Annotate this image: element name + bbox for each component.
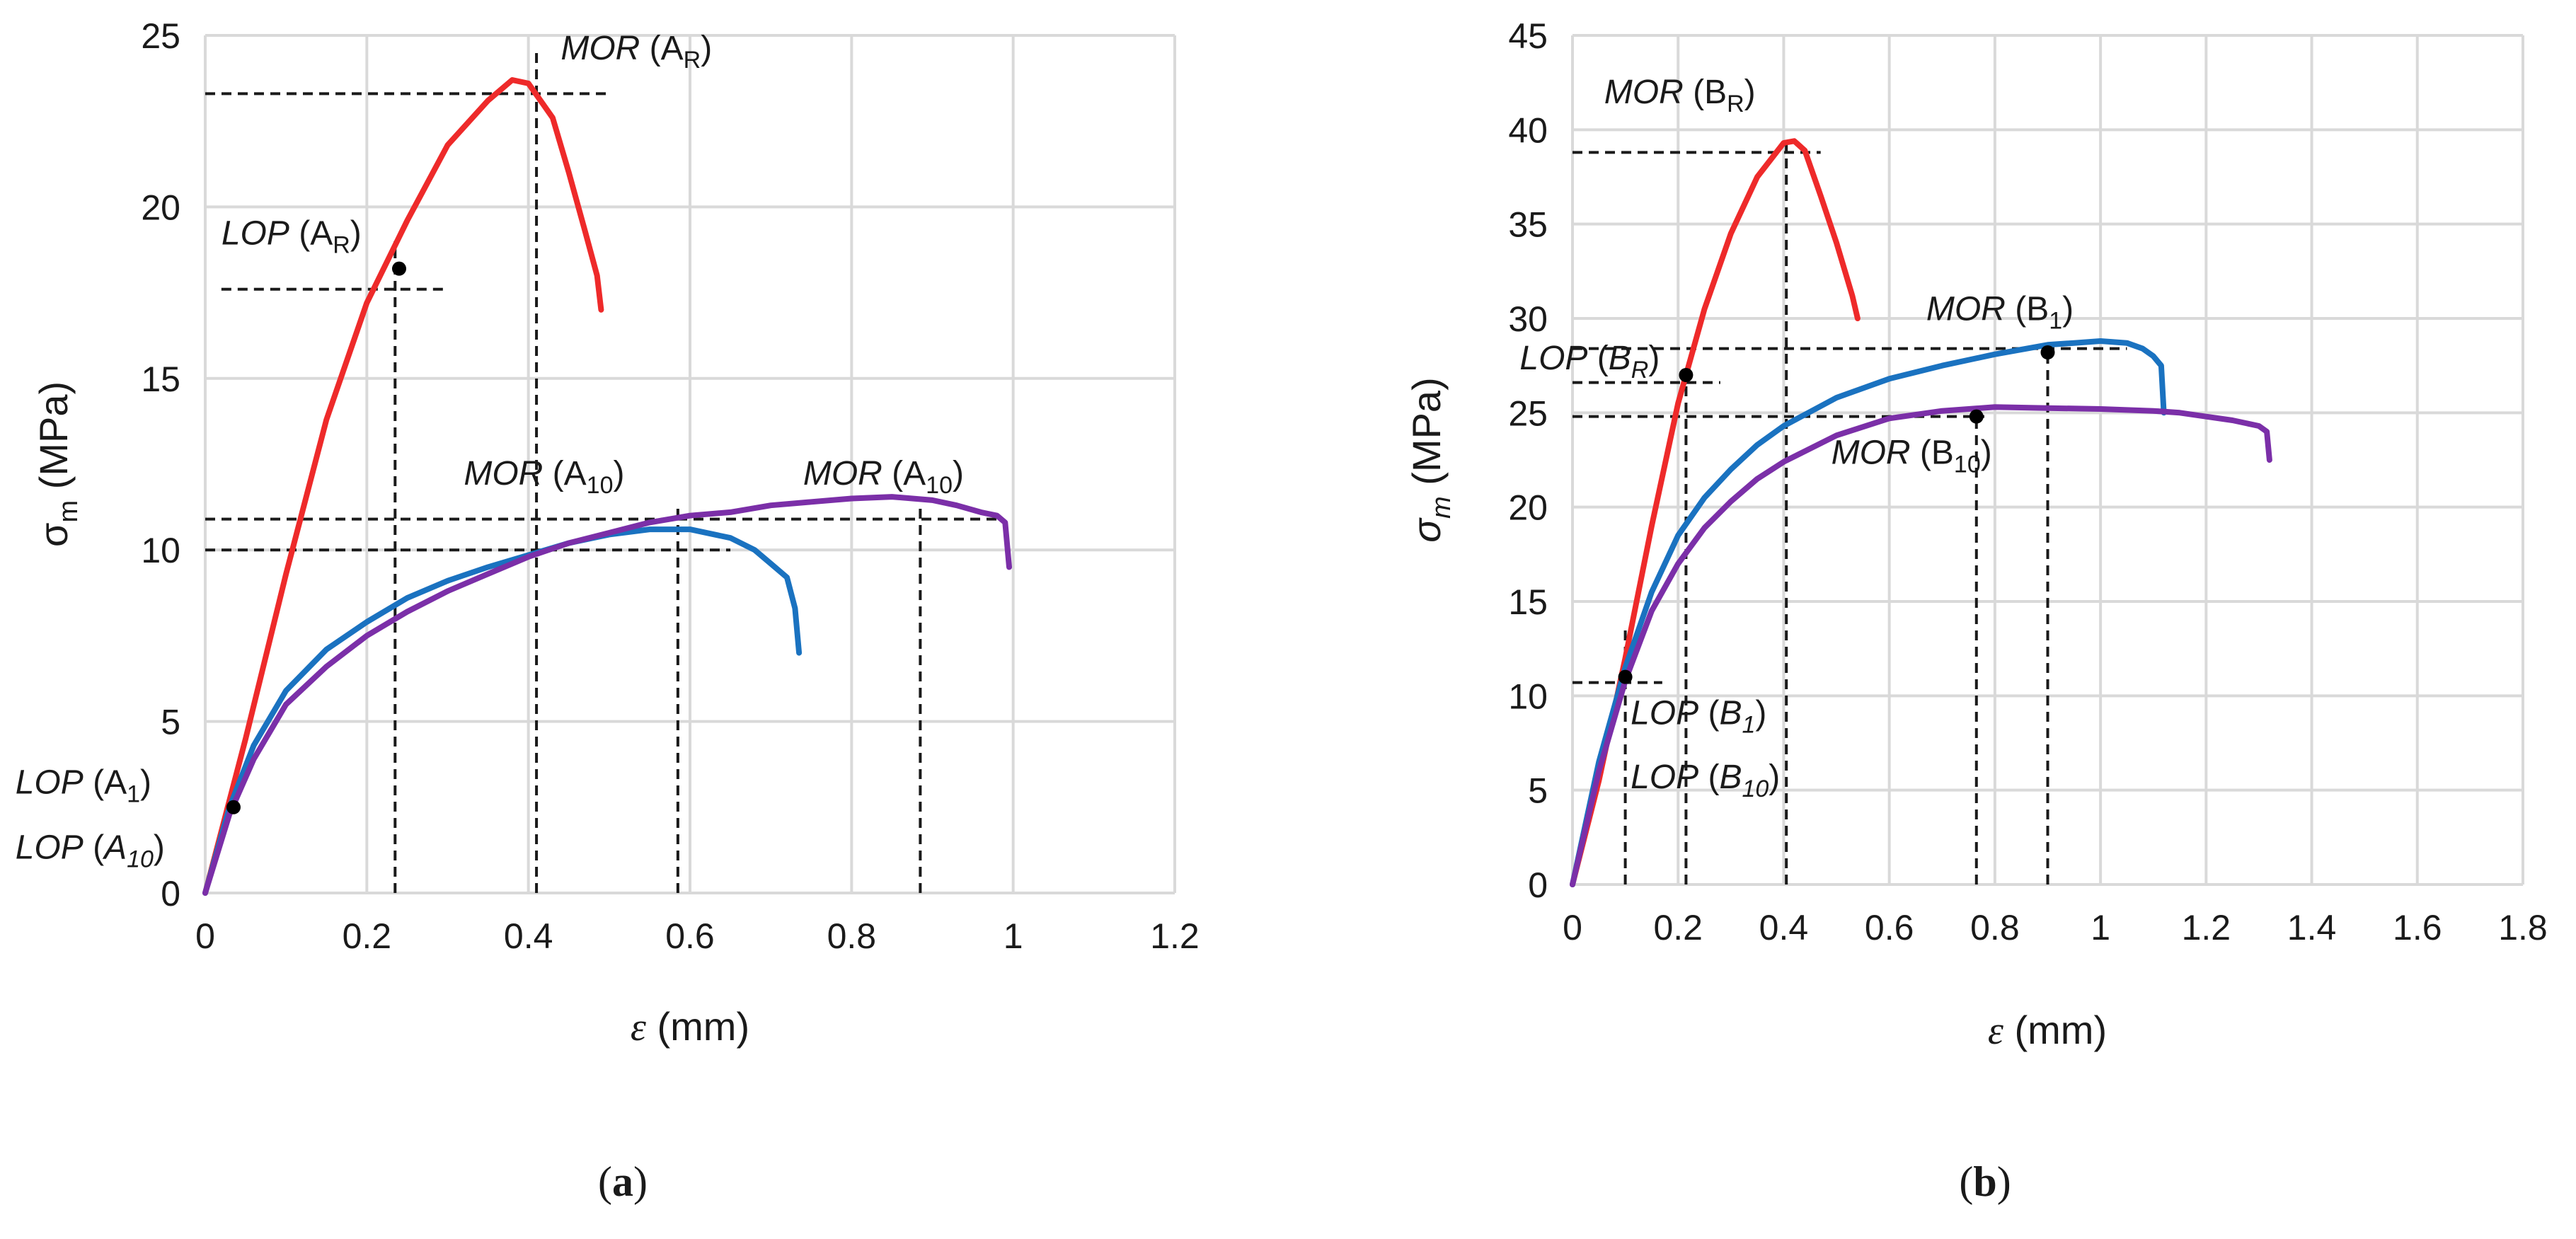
panel-caption: (a)	[598, 1158, 648, 1205]
panel-caption: (b)	[1959, 1158, 2011, 1205]
annotation-label: MOR (A10)	[803, 455, 964, 499]
y-tick-label: 10	[141, 531, 180, 570]
x-tick-label: 0	[195, 916, 215, 956]
y-tick-label: 45	[1508, 16, 1548, 56]
annotation-label: MOR (B1)	[1926, 291, 2074, 335]
series-line-B1	[1570, 338, 2167, 887]
x-tick-label: 1.6	[2393, 908, 2442, 947]
annotation-label: LOP (B1)	[1631, 694, 1766, 738]
y-tick-label: 20	[1508, 488, 1548, 528]
point-marker	[2040, 345, 2055, 359]
x-tick-label: 0	[1563, 908, 1582, 947]
x-tick-label: 0.8	[1970, 908, 2020, 947]
x-tick-label: 0.2	[343, 916, 392, 956]
x-tick-label: 1.8	[2498, 908, 2548, 947]
x-tick-label: 1	[2091, 908, 2110, 947]
x-tick-label: 0.4	[504, 916, 553, 956]
series-line-AR	[202, 77, 604, 896]
y-tick-label: 10	[1508, 676, 1548, 716]
y-tick-label: 0	[161, 874, 180, 914]
point-marker	[226, 800, 241, 814]
y-tick-label: 35	[1508, 205, 1548, 245]
y-tick-label: 40	[1508, 110, 1548, 150]
point-marker	[1969, 409, 1984, 424]
y-tick-label: 30	[1508, 299, 1548, 339]
y-tick-label: 20	[141, 188, 180, 227]
x-tick-label: 0.6	[1865, 908, 1914, 947]
y-tick-label: 25	[141, 16, 180, 56]
series-line-B10	[1570, 404, 2272, 887]
series-line-BR	[1570, 138, 1861, 887]
x-tick-label: 0.6	[665, 916, 715, 956]
point-marker	[1618, 669, 1633, 684]
x-tick-label: 0.4	[1759, 908, 1809, 947]
y-tick-label: 0	[1528, 865, 1548, 905]
annotation-label: MOR (A10)	[464, 455, 624, 499]
y-tick-label: 5	[1528, 771, 1548, 811]
x-axis-label: ε (mm)	[631, 1004, 749, 1049]
y-tick-label: 15	[141, 359, 180, 399]
panel-b-chart: 0 0.2 0.4 0.6 0.8 1 1.2 1.4 1.6 1.8 0 5 10 15 20 25 30 35…	[1404, 16, 2548, 1205]
point-marker	[1679, 368, 1694, 382]
x-tick-label: 0.2	[1653, 908, 1703, 947]
annotation-label: LOP (B10)	[1631, 759, 1780, 802]
annotation-label: LOP (A1)	[16, 763, 151, 807]
series-line-A1	[202, 526, 803, 896]
y-axis-label: σm (MPa)	[1404, 377, 1456, 542]
y-tick-label: 15	[1508, 582, 1548, 622]
series-line-A10	[202, 494, 1012, 896]
y-tick-label: 5	[161, 703, 180, 742]
annotation-label: LOP (AR)	[222, 215, 362, 259]
x-tick-label: 1.2	[2182, 908, 2231, 947]
annotation-label: LOP (A10)	[16, 829, 165, 873]
y-axis-label: σm (MPa)	[31, 381, 84, 547]
x-tick-label: 1.4	[2287, 908, 2337, 947]
annotation-label: MOR (BR)	[1604, 74, 1756, 117]
x-axis-label: ε (mm)	[1988, 1008, 2107, 1053]
y-tick-label: 25	[1508, 393, 1548, 433]
x-tick-label: 1	[1004, 916, 1023, 956]
annotation-label: MOR (B10)	[1832, 434, 1992, 478]
annotation-label: MOR (AR)	[560, 30, 712, 74]
x-tick-label: 0.8	[827, 916, 877, 956]
annotation-label: LOP (BR)	[1519, 340, 1660, 384]
panel-a-chart: 0 0.2 0.4 0.6 0.8 1 1.2 0 5 10 15 20 25 MOR (AR) LOP (…	[16, 16, 1200, 1205]
point-marker	[392, 261, 406, 276]
x-tick-label: 1.2	[1150, 916, 1200, 956]
